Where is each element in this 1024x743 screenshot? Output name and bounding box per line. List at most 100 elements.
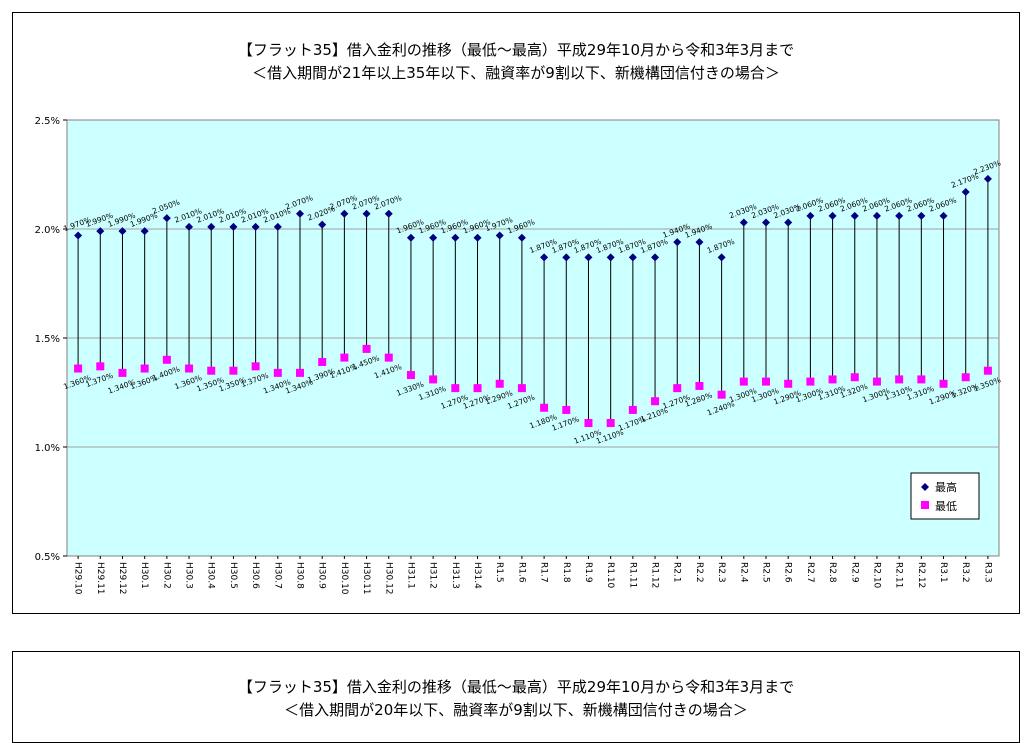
min-rate-point [828, 375, 837, 384]
x-tick-label: H30.4 [206, 562, 216, 589]
x-tick-label: R3.3 [982, 562, 992, 583]
min-rate-point [251, 362, 260, 371]
max-rate-point [340, 209, 349, 218]
max-rate-point [296, 209, 304, 218]
min-rate-point [717, 390, 726, 399]
x-tick-label: R2.4 [738, 562, 748, 583]
x-tick-label: R1.10 [605, 562, 615, 589]
chart-subtitle: ＜借入期間が21年以上35年以下、融資率が9割以下、新機構団信付きの場合＞ [252, 64, 780, 82]
max-rate-point [406, 233, 415, 242]
chart-panel-2: 【フラット35】借入金利の推移（最低～最高）平成29年10月から令和3年3月まで… [12, 651, 1020, 743]
x-tick-label: R2.10 [871, 562, 881, 589]
min-rate-point [784, 379, 793, 388]
min-rate-point [983, 366, 992, 375]
x-tick-label: R1.6 [516, 562, 526, 583]
chart-title-2: 【フラット35】借入金利の推移（最低～最高）平成29年10月から令和3年3月まで [237, 678, 795, 696]
max-rate-point [828, 211, 837, 220]
min-rate-point [895, 375, 904, 384]
chart-title: 【フラット35】借入金利の推移（最低～最高）平成29年10月から令和3年3月まで [237, 41, 795, 59]
x-tick-label: H30.7 [272, 562, 282, 589]
min-rate-point [850, 373, 859, 382]
min-rate-point [917, 375, 926, 384]
legend-max-marker [921, 483, 929, 491]
max-rate-point [739, 218, 748, 227]
max-rate-point [628, 253, 637, 262]
x-tick-label: R2.11 [894, 562, 904, 588]
min-rate-point [273, 368, 282, 377]
max-rate-point [517, 233, 526, 242]
x-tick-label: R3.1 [938, 562, 948, 583]
min-rate-point [384, 353, 393, 362]
min-rate-point [362, 344, 371, 353]
min-rate-point [429, 375, 438, 384]
min-rate-point [517, 384, 526, 393]
max-rate-point [562, 253, 571, 262]
max-rate-point [762, 218, 770, 227]
x-tick-label: H30.5 [228, 562, 238, 589]
max-rate-point [717, 253, 726, 262]
max-rate-point [584, 253, 593, 262]
min-rate-point [162, 355, 171, 364]
max-rate-point [695, 238, 704, 247]
x-tick-label: H30.3 [184, 562, 194, 589]
min-rate-point [340, 353, 349, 362]
chart-canvas: 0.5% 1.0% 1.5% 2.0% 2.5% H29.10 H29.11 H29.12 H3… [35, 116, 1002, 595]
legend-max-label: 最高 [935, 480, 957, 494]
x-tick-label: R2.8 [827, 562, 837, 583]
max-rate-point [606, 253, 615, 262]
min-rate-point [318, 357, 327, 366]
max-rate-point [229, 222, 238, 231]
x-tick-label: R1.11 [627, 562, 637, 588]
x-tick-label: H29.12 [117, 562, 127, 595]
min-rate-point [207, 366, 216, 375]
x-tick-label: R1.8 [561, 562, 571, 583]
x-tick-label: R2.12 [916, 562, 926, 588]
x-tick-label: H31.3 [450, 562, 460, 589]
x-tick-label: H29.10 [73, 562, 83, 595]
min-rate-point [606, 419, 615, 428]
x-tick-label: H30.12 [383, 562, 393, 595]
y-tick-label: 1.5% [35, 334, 60, 345]
y-tick-label: 2.0% [35, 225, 60, 236]
min-rate-point [296, 368, 304, 377]
min-rate-point [74, 364, 83, 373]
max-rate-point [185, 222, 194, 231]
x-tick-label: R2.7 [805, 562, 815, 583]
max-rate-point [961, 187, 970, 196]
x-tick-label: H30.10 [339, 562, 349, 595]
min-rate-point [118, 368, 127, 377]
x-tick-label: R1.5 [494, 562, 504, 583]
legend-box [910, 472, 980, 520]
max-rate-point [118, 227, 127, 236]
max-rate-point [318, 220, 327, 229]
max-rate-point [207, 222, 216, 231]
y-tick-label: 0.5% [35, 552, 60, 563]
x-tick-label: H30.9 [317, 562, 327, 589]
min-rate-point [961, 373, 970, 382]
x-tick-label: H30.2 [161, 562, 171, 589]
x-tick-label: H30.6 [250, 562, 260, 589]
max-rate-point [451, 233, 460, 242]
max-rate-point [784, 218, 793, 227]
x-tick-label: H31.1 [405, 562, 415, 589]
max-rate-point [162, 214, 171, 223]
max-rate-point [806, 211, 815, 220]
min-rate-point [762, 377, 770, 386]
min-rate-point [562, 405, 571, 414]
chart-panel-1: 【フラット35】借入金利の推移（最低～最高）平成29年10月から令和3年3月まで… [12, 12, 1020, 614]
x-tick-label: R1.12 [650, 562, 660, 588]
x-tick-label: H30.11 [361, 562, 371, 595]
min-rate-point [406, 371, 415, 380]
x-tick-label: H31.4 [472, 562, 482, 589]
x-tick-label: R2.6 [783, 562, 793, 583]
max-rate-point [96, 227, 105, 236]
min-rate-point [651, 397, 660, 406]
min-rate-point [939, 379, 948, 388]
min-rate-point [540, 403, 549, 412]
max-rate-point [140, 227, 149, 236]
min-rate-point [584, 419, 593, 428]
min-rate-point [96, 362, 105, 371]
max-rate-point [362, 209, 371, 218]
max-rate-point [540, 253, 549, 262]
y-tick-label: 1.0% [35, 443, 60, 454]
